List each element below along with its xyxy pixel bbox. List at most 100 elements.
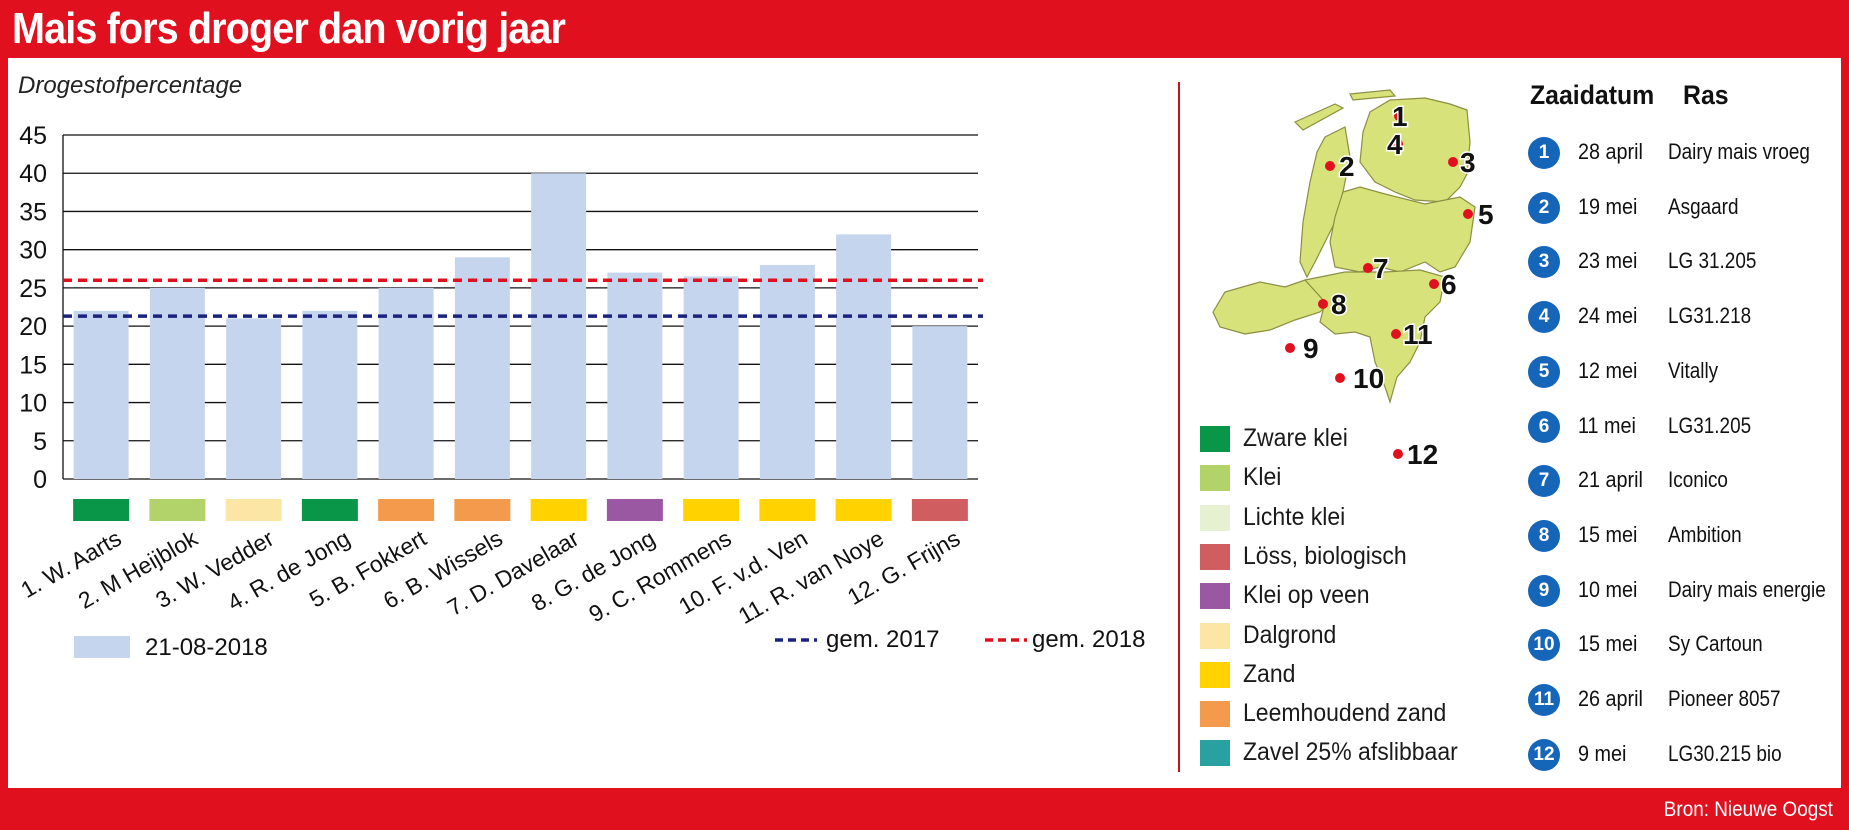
- soil-legend-swatch: [1200, 583, 1230, 610]
- row-sowing-date: 10 mei: [1578, 576, 1638, 602]
- row-sowing-date: 21 april: [1578, 467, 1643, 493]
- table-row: 12 9 mei LG30.215 bio: [1528, 736, 1848, 776]
- row-number-badge: 7: [1528, 465, 1560, 498]
- frame-right: [1841, 58, 1849, 788]
- table-row: 2 19 mei Asgaard: [1528, 189, 1848, 229]
- map-marker-label: 10: [1353, 363, 1384, 394]
- table-row: 6 11 mei LG31.205: [1528, 408, 1848, 448]
- soil-legend-swatch: [1200, 622, 1230, 649]
- category-soil-swatches: [73, 499, 968, 521]
- row-variety: Sy Cartoun: [1668, 631, 1763, 657]
- soil-legend-label: Leemhoudend zand: [1243, 699, 1447, 728]
- chart-grid: [62, 134, 978, 480]
- y-tick-label: 30: [19, 237, 47, 265]
- table-row: 9 10 mei Dairy mais energie: [1528, 572, 1848, 612]
- row-sowing-date: 26 april: [1578, 686, 1643, 711]
- row-variety: Pioneer 8057: [1668, 686, 1781, 711]
- province-shape: [1299, 126, 1351, 279]
- map-provinces: [1212, 89, 1476, 405]
- row-sowing-date: 11 mei: [1578, 412, 1636, 438]
- column-header-zaaidatum: Zaaidatum: [1530, 80, 1655, 110]
- table-row: 3 23 mei LG 31.205: [1528, 243, 1848, 283]
- row-number-badge: 4: [1528, 301, 1560, 334]
- bar-chart: Drogestofpercentage 0 5 10 15 20 25 30 35 40 45 1…: [16, 72, 1145, 661]
- reference-lines: [63, 278, 983, 318]
- section-divider: [1178, 82, 1180, 772]
- bar: [912, 326, 968, 479]
- soil-swatch: [149, 499, 206, 521]
- legend-label-reference: gem. 2017: [826, 626, 939, 653]
- soil-legend-swatch: [1200, 543, 1230, 570]
- map-marker-label: 7: [1373, 253, 1389, 284]
- table-row: 7 21 april Iconico: [1528, 462, 1848, 502]
- legend-label-series: 21-08-2018: [145, 634, 268, 661]
- soil-legend-swatch: [1200, 740, 1230, 767]
- map-marker-label: 4: [1387, 129, 1403, 160]
- bar: [531, 173, 587, 479]
- soil-swatch: [835, 499, 892, 521]
- row-variety: Dairy mais energie: [1668, 576, 1826, 602]
- bar: [836, 234, 892, 479]
- soil-legend-swatch: [1200, 426, 1230, 452]
- row-number-badge: 12: [1528, 738, 1560, 771]
- map-marker-dot: [1429, 279, 1439, 289]
- bar: [454, 257, 510, 479]
- soil-swatch: [606, 499, 663, 521]
- map-marker-dot: [1318, 299, 1328, 309]
- province-shape: [1329, 186, 1476, 273]
- map-marker-dot: [1325, 161, 1335, 171]
- map-marker-label: 5: [1478, 199, 1494, 230]
- soil-legend-label: Lichte klei: [1243, 502, 1346, 531]
- row-variety: LG 31.205: [1668, 248, 1757, 274]
- map-marker-dot: [1285, 343, 1295, 353]
- map-marker-dot: [1363, 263, 1373, 273]
- soil-swatch: [530, 499, 587, 521]
- bar: [378, 287, 434, 479]
- map-marker-label: 1: [1392, 101, 1408, 132]
- province-shape: [1349, 89, 1397, 101]
- soil-legend-swatch: [1200, 504, 1230, 531]
- row-variety: LG30.215 bio: [1668, 740, 1782, 766]
- table-row: 4 24 mei LG31.218: [1528, 298, 1848, 338]
- y-tick-label: 35: [19, 198, 47, 226]
- table-row: 1 28 april Dairy mais vroeg: [1528, 134, 1848, 174]
- y-tick-label: 5: [33, 428, 47, 456]
- soil-swatch: [73, 499, 130, 521]
- map-marker-label: 8: [1331, 289, 1347, 320]
- map-marker-label: 12: [1407, 439, 1438, 470]
- soil-legend-label: Klei: [1243, 463, 1282, 492]
- bar: [607, 272, 663, 479]
- row-variety: Iconico: [1668, 467, 1728, 493]
- legend-swatch-series: [74, 636, 130, 658]
- soil-swatch: [454, 499, 511, 521]
- province-shape: [1303, 269, 1446, 405]
- row-number-badge: 1: [1528, 137, 1560, 169]
- row-variety: Ambition: [1668, 521, 1742, 547]
- source-credit: Bron: Nieuwe Oogst: [1663, 798, 1833, 821]
- soil-legend-label: Zavel 25% afslibbaar: [1243, 738, 1458, 767]
- row-sowing-date: 19 mei: [1578, 193, 1638, 219]
- province-shape: [1212, 277, 1336, 335]
- soil-swatch: [378, 499, 435, 521]
- row-sowing-date: 12 mei: [1578, 357, 1638, 383]
- row-variety: LG31.205: [1668, 412, 1752, 438]
- footer-bar: [0, 788, 1849, 830]
- map-marker-dot: [1335, 373, 1345, 383]
- row-variety: Asgaard: [1668, 193, 1739, 219]
- table-row: 10 15 mei Sy Cartoun: [1528, 626, 1848, 666]
- soil-swatch: [301, 499, 358, 521]
- y-tick-label: 40: [19, 160, 47, 188]
- soil-legend-label: Zand: [1243, 659, 1296, 688]
- table-row: 8 15 mei Ambition: [1528, 517, 1848, 557]
- map-marker-label: 3: [1460, 147, 1476, 178]
- map-marker-label: 11: [1403, 319, 1433, 350]
- soil-swatch: [225, 499, 282, 521]
- row-number-badge: 3: [1528, 246, 1560, 279]
- row-sowing-date: 15 mei: [1578, 631, 1638, 657]
- row-variety: LG31.218: [1668, 303, 1752, 329]
- soil-swatch: [683, 499, 740, 521]
- y-tick-label: 15: [19, 351, 47, 379]
- bar: [73, 310, 129, 479]
- province-shape: [1293, 103, 1345, 131]
